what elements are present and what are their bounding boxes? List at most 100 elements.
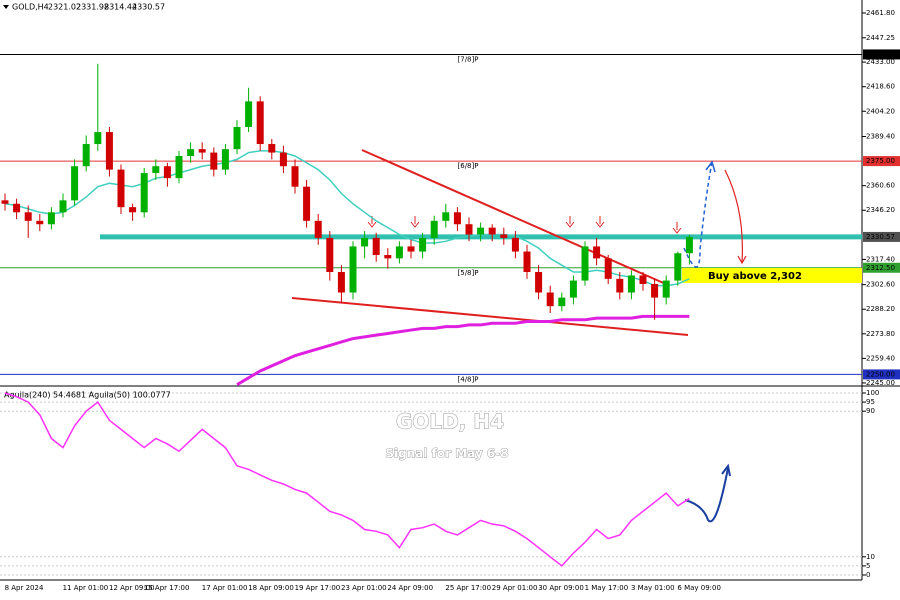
candle-body	[419, 237, 427, 252]
buy-box	[682, 268, 862, 283]
candle-body	[13, 203, 21, 213]
candle-body	[245, 101, 253, 127]
forecast-arrow	[684, 467, 729, 523]
arrow-head	[705, 160, 716, 173]
candle-body	[674, 253, 682, 281]
x-tick-label: 24 Apr 09:00	[387, 584, 433, 592]
x-tick-label: 18 Apr 09:00	[248, 584, 294, 592]
x-tick-label: 11 Apr 01:00	[63, 584, 109, 592]
candle-body	[407, 246, 415, 252]
candle-body	[279, 152, 287, 167]
y-tick-label: 0	[866, 571, 870, 579]
candle-body	[581, 246, 589, 281]
arrow-head	[721, 463, 731, 477]
y-tick-label: 2461.80	[866, 9, 895, 17]
candle-body	[82, 144, 90, 167]
candle-body	[117, 169, 125, 208]
x-tick-label: 1 May 17:00	[585, 584, 629, 592]
candle-body	[558, 297, 566, 307]
y-tick-label: 5	[866, 562, 870, 570]
open-value: 2321.02	[48, 3, 81, 12]
candle-body	[535, 272, 543, 293]
candle-body	[372, 237, 380, 255]
candle-body	[395, 246, 403, 259]
y-tick-label: 2389.40	[866, 133, 895, 141]
low-value: 2314.44	[104, 3, 137, 12]
forecast-arrow	[724, 169, 743, 263]
candle-body	[59, 200, 67, 213]
candle-body	[616, 278, 624, 293]
close-value: 2330.57	[132, 3, 165, 12]
candle-body	[291, 166, 299, 187]
high-value: 2331.98	[76, 3, 109, 12]
candle-body	[94, 132, 102, 145]
y-tick-label: 2404.20	[866, 107, 895, 115]
y-tick-label: 2447.25	[866, 34, 895, 42]
x-tick-label: 23 Apr 01:00	[341, 584, 387, 592]
watermark-title: GOLD, H4	[396, 410, 504, 434]
candle-body	[268, 144, 276, 153]
x-tick-label: 19 Apr 17:00	[295, 584, 341, 592]
x-tick-label: 25 Apr 17:00	[445, 584, 491, 592]
candle-body	[175, 155, 183, 179]
candle-body	[140, 173, 148, 213]
y-tick-label: 2259.40	[866, 354, 895, 362]
symbol-title: GOLD,H4	[12, 3, 49, 12]
candle-body	[233, 126, 241, 150]
candle-body	[430, 220, 438, 238]
candle-body	[210, 152, 218, 170]
arrow-head	[737, 255, 747, 265]
candle-body	[453, 212, 461, 225]
candle-body	[639, 275, 647, 284]
trend-line	[361, 149, 669, 286]
y-tick-label: 2346.20	[866, 206, 895, 214]
candle-body	[314, 220, 322, 238]
candle-body	[662, 280, 670, 298]
candle-body	[651, 283, 659, 298]
x-tick-label: 6 May 09:00	[677, 584, 721, 592]
candle-body	[477, 227, 485, 235]
level-label-box	[863, 369, 900, 380]
y-tick-label: 2273.80	[866, 330, 895, 338]
candle-body	[627, 275, 635, 293]
candle-body	[337, 272, 345, 293]
y-tick-label: 2302.60	[866, 281, 895, 289]
candle-body	[198, 149, 206, 153]
level-name: [4/8]P	[458, 375, 479, 383]
moving-average	[236, 314, 690, 386]
level-label: 2437.50	[866, 50, 895, 58]
level-label-box	[863, 156, 900, 167]
menu-icon	[3, 5, 9, 9]
forecast-arrow	[683, 161, 713, 268]
level-label: 2312.50	[866, 264, 895, 272]
x-tick-label: 3 May 01:00	[631, 584, 675, 592]
candle-body	[685, 236, 693, 254]
down-arrows	[367, 216, 682, 234]
candle-body	[256, 101, 264, 145]
buy-annotation: Buy above 2,302	[708, 271, 802, 282]
candle-body	[384, 254, 392, 259]
y-tick-label: 2433.00	[866, 58, 895, 66]
candle-body	[105, 132, 113, 170]
candle-body	[511, 237, 519, 252]
y-tick-label: 95	[866, 398, 875, 406]
level-name: [7/8]P	[458, 55, 479, 63]
candle-body	[187, 149, 195, 156]
candle-body	[465, 224, 473, 235]
level-label: 2330.57	[866, 233, 895, 241]
candle-body	[349, 246, 357, 293]
candle-body	[24, 212, 32, 221]
indicator-line	[4, 392, 690, 567]
watermark-subtitle: Signal for May 6-8	[385, 447, 508, 461]
candle-body	[546, 292, 554, 307]
trend-line	[291, 297, 689, 336]
y-tick-label: 2418.60	[866, 83, 895, 91]
candle-body	[500, 234, 508, 238]
candle-body	[361, 237, 369, 247]
drawings	[291, 149, 689, 336]
x-tick-label: 30 Apr 09:00	[538, 584, 584, 592]
y-tick-label: 10	[866, 553, 875, 561]
candle-body	[326, 237, 334, 273]
